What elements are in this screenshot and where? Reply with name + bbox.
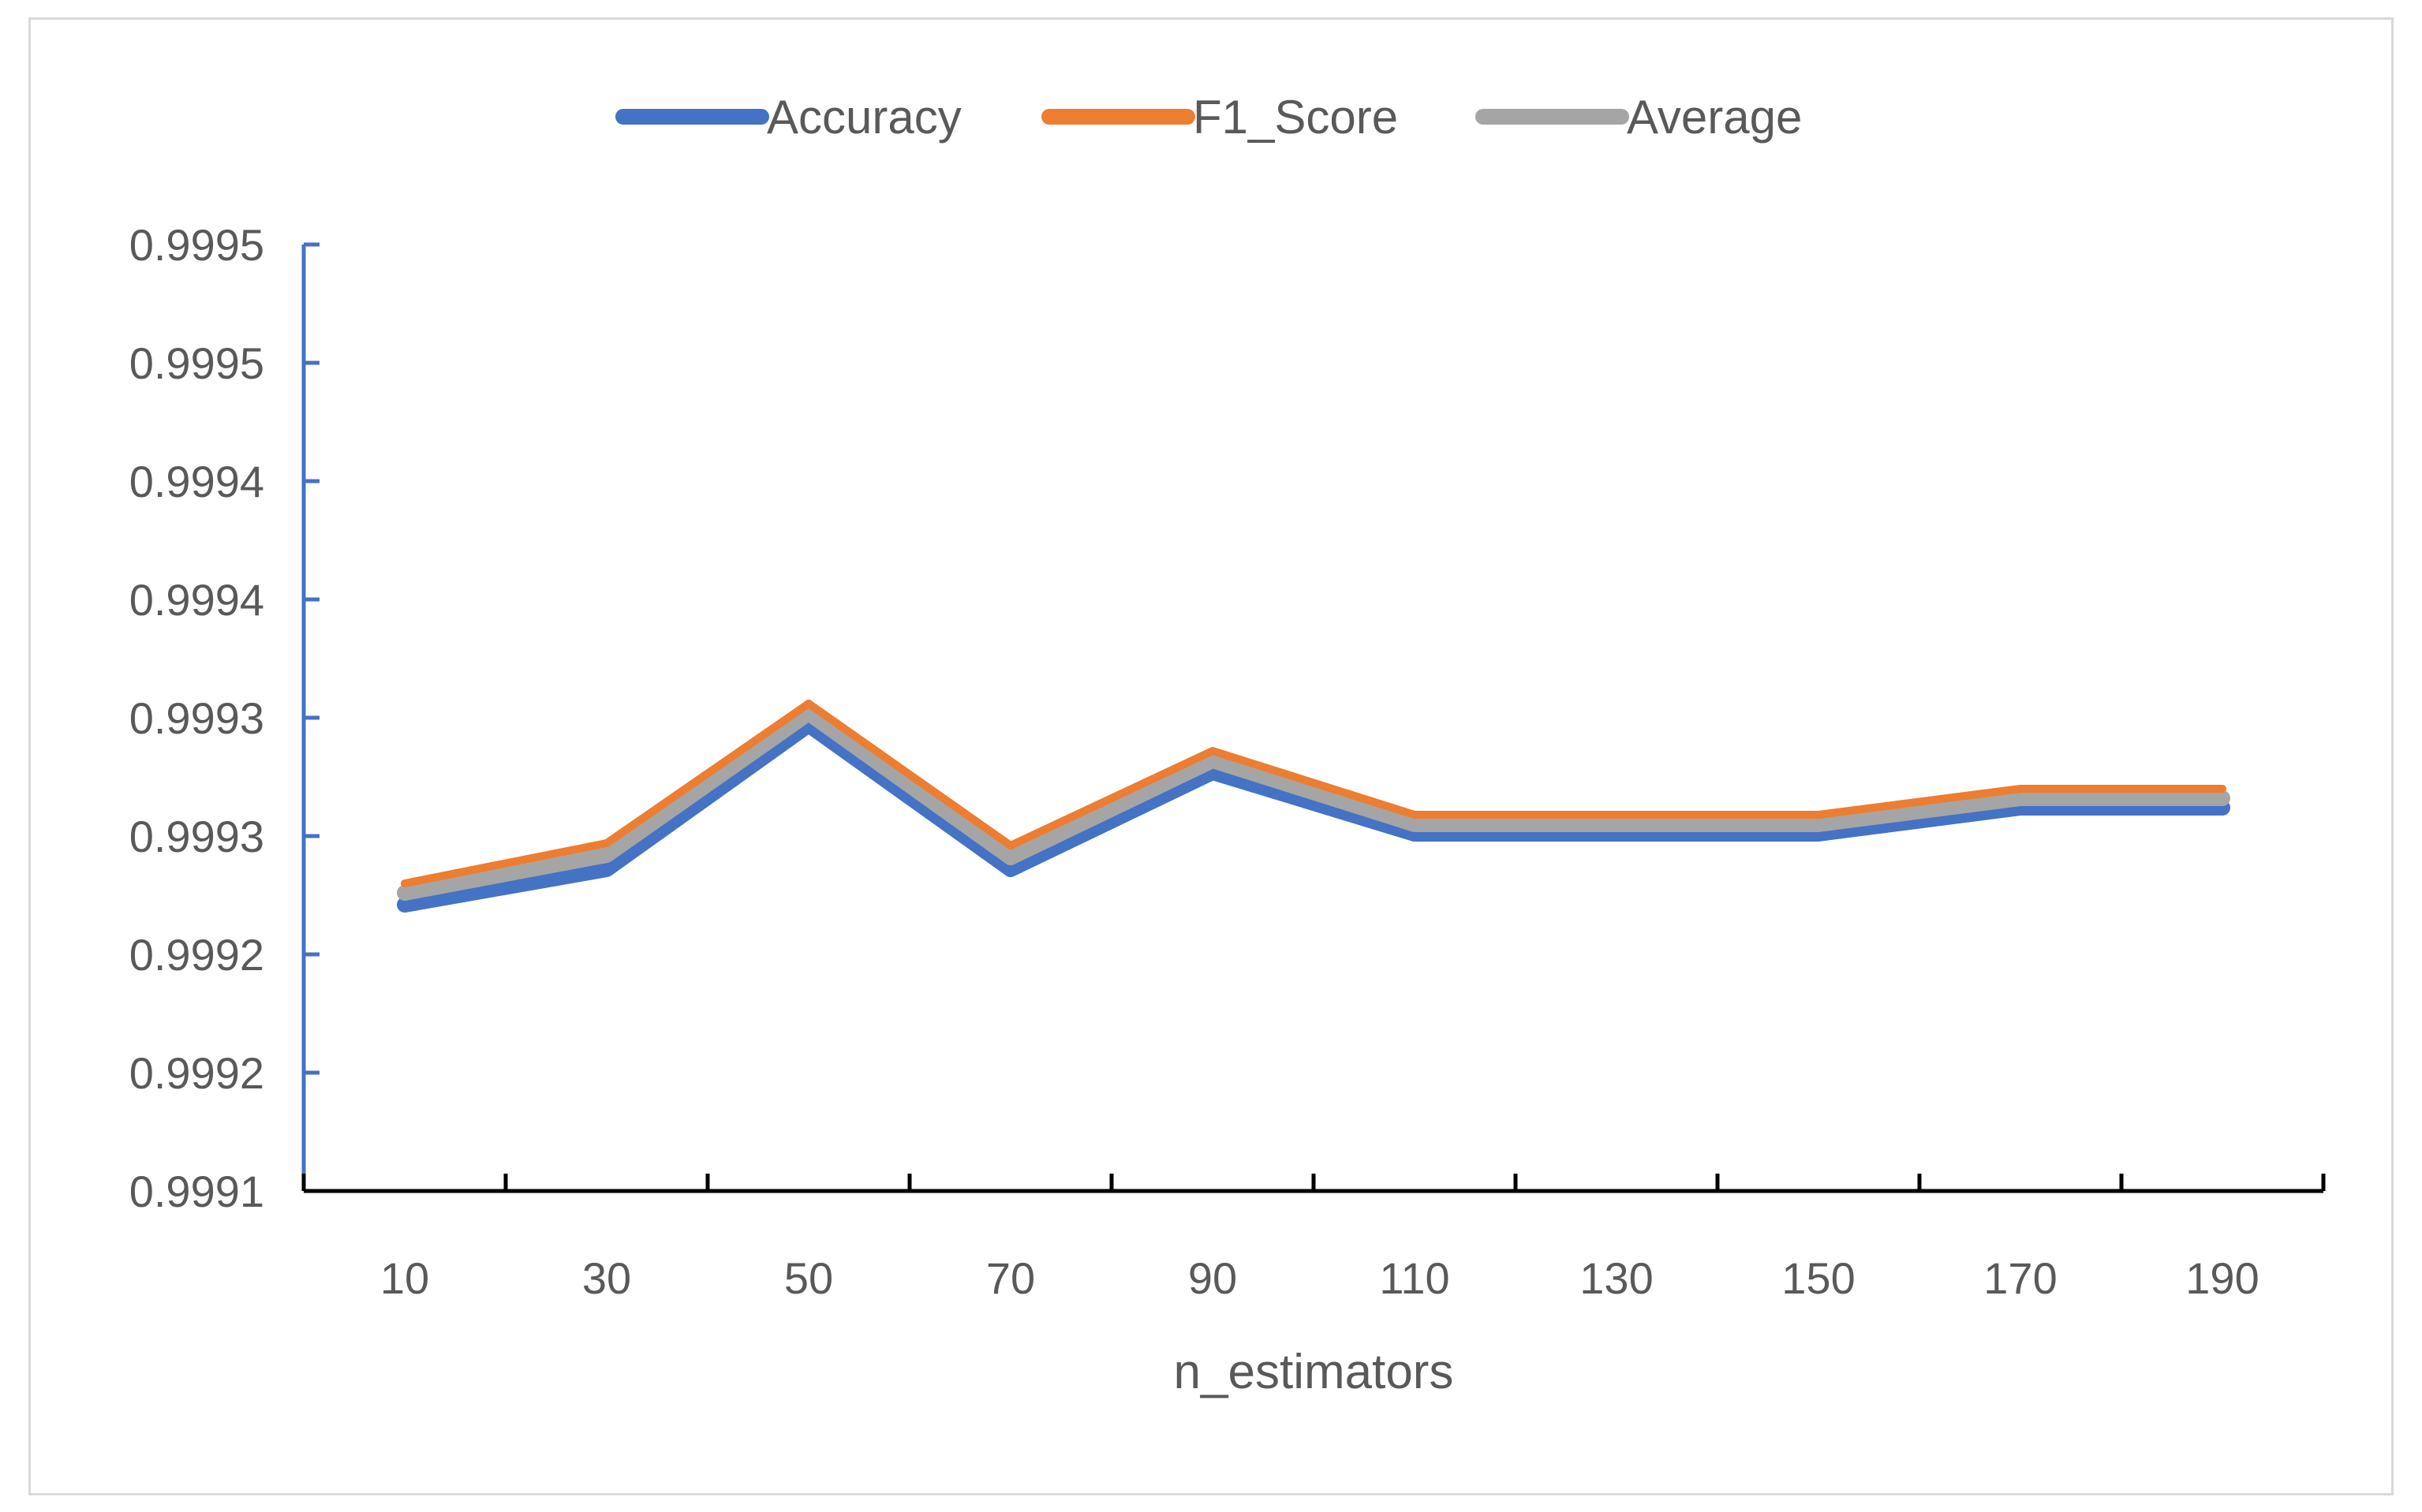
y-tick-label: 0.9991 bbox=[129, 1167, 264, 1216]
y-tick-label: 0.9995 bbox=[129, 220, 264, 270]
y-axis: 0.9991 0.9992 0.9992 0.9993 0.9993 0.9994 0.99… bbox=[129, 220, 320, 1216]
series-line-f1-score bbox=[401, 700, 2226, 887]
x-tick-label: 50 bbox=[784, 1253, 833, 1303]
x-tick-label: 170 bbox=[1983, 1253, 2057, 1303]
legend-label: F1_Score bbox=[1193, 91, 1398, 144]
series-line-accuracy bbox=[397, 717, 2230, 913]
y-tick-label: 0.9992 bbox=[129, 930, 264, 980]
series-line-average bbox=[397, 705, 2230, 901]
y-tick-label: 0.9995 bbox=[129, 338, 264, 388]
y-tick-label: 0.9992 bbox=[129, 1048, 264, 1098]
y-tick-label: 0.9994 bbox=[129, 575, 264, 625]
legend: Accuracy F1_Score Average bbox=[615, 91, 1802, 144]
y-tick-label: 0.9993 bbox=[129, 693, 264, 743]
x-tick-label: 30 bbox=[582, 1253, 631, 1303]
legend-label: Accuracy bbox=[767, 91, 962, 144]
legend-label: Average bbox=[1627, 91, 1802, 144]
x-tick-label: 70 bbox=[986, 1253, 1035, 1303]
y-tick-label: 0.9994 bbox=[129, 457, 264, 506]
x-tick-label: 190 bbox=[2185, 1253, 2259, 1303]
x-tick-label: 90 bbox=[1188, 1253, 1237, 1303]
x-axis: 10 30 50 70 90 110 130 150 170 190 bbox=[301, 1174, 2326, 1303]
series-lines bbox=[397, 700, 2230, 913]
x-tick-label: 150 bbox=[1781, 1253, 1855, 1303]
x-tick-label: 130 bbox=[1579, 1253, 1653, 1303]
y-tick-label: 0.9993 bbox=[129, 812, 264, 861]
x-axis-title: n_estimators bbox=[1174, 1345, 1454, 1399]
x-tick-label: 10 bbox=[380, 1253, 429, 1303]
x-tick-label: 110 bbox=[1379, 1253, 1449, 1303]
